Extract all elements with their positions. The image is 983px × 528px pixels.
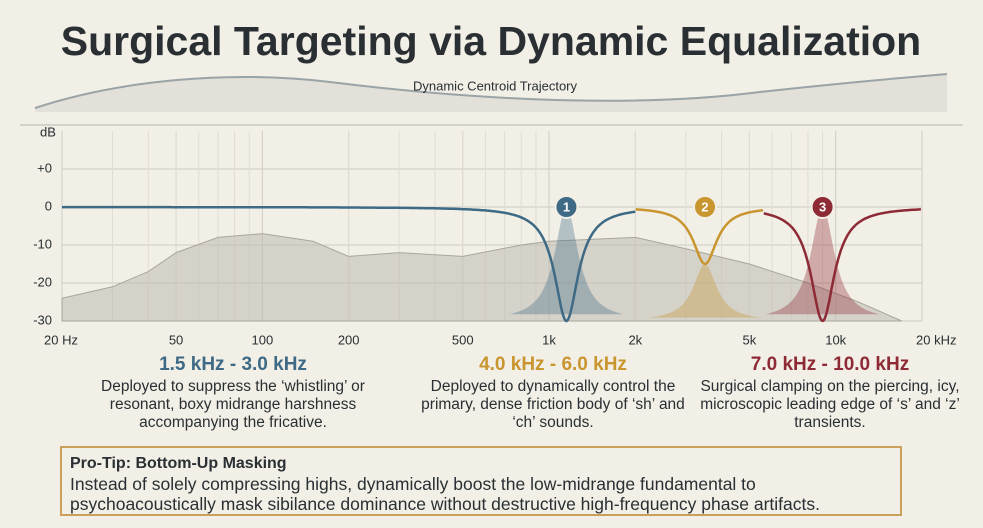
trajectory-curve xyxy=(34,73,948,109)
x-tick-label: 100 xyxy=(252,332,274,347)
band-description: Deployed to dynamically control the prim… xyxy=(421,378,685,431)
band-description: Deployed to suppress the ‘whistling’ or … xyxy=(101,378,365,431)
band-marker xyxy=(554,195,579,219)
eq-curve xyxy=(635,208,764,266)
band-marker-label: 3 xyxy=(819,199,826,214)
x-tick-label: 5k xyxy=(743,332,757,347)
y-axis-label: dB xyxy=(40,124,56,139)
trajectory-area xyxy=(35,74,947,112)
trajectory-label: Dynamic Centroid Trajectory xyxy=(413,78,577,93)
y-tick-label: +0 xyxy=(37,160,52,175)
y-tick-label: 0 xyxy=(45,198,52,213)
band-shade xyxy=(509,207,624,315)
y-tick-label: -10 xyxy=(33,236,52,251)
x-tick-label: 500 xyxy=(452,332,474,347)
x-tick-label: 50 xyxy=(169,332,183,347)
band-range: 7.0 kHz - 10.0 kHz xyxy=(750,354,910,375)
x-tick-label: 10k xyxy=(825,332,846,347)
band-range: 4.0 kHz - 6.0 kHz xyxy=(479,354,627,375)
band-info: 4.0 kHz - 6.0 kHz Deployed to dynamically… xyxy=(413,354,693,432)
x-tick-label: 20 kHz xyxy=(916,332,956,347)
tip-title: Pro-Tip: Bottom-Up Masking xyxy=(70,455,287,472)
eq-curve xyxy=(763,208,921,323)
band-shade xyxy=(647,264,763,318)
x-tick-label: 20 Hz xyxy=(44,332,78,347)
band-shade xyxy=(765,207,880,315)
x-tick-label: 2k xyxy=(628,332,642,347)
y-tick-label: -30 xyxy=(33,312,52,327)
band-description: Surgical clamping on the piercing, icy, … xyxy=(700,378,960,431)
spectrum-area xyxy=(61,233,903,322)
x-tick-label: 200 xyxy=(338,332,360,347)
band-marker-label: 1 xyxy=(563,199,570,214)
title: Surgical Targeting via Dynamic Equalizat… xyxy=(61,18,921,64)
eq-curve xyxy=(62,205,636,323)
tip-text: Instead of solely compressing highs, dyn… xyxy=(70,474,820,514)
y-tick-label: -20 xyxy=(33,274,52,289)
band-range: 1.5 kHz - 3.0 kHz xyxy=(159,354,307,375)
band-info: 1.5 kHz - 3.0 kHz Deployed to suppress th… xyxy=(93,354,373,432)
x-tick-label: 1k xyxy=(542,332,556,347)
band-marker xyxy=(810,195,835,219)
band-info: 7.0 kHz - 10.0 kHz Surgical clamping on t… xyxy=(690,354,970,432)
tip-box: Pro-Tip: Bottom-Up Masking Instead of sol… xyxy=(60,446,902,516)
band-marker xyxy=(693,195,718,219)
band-marker-label: 2 xyxy=(701,199,708,214)
